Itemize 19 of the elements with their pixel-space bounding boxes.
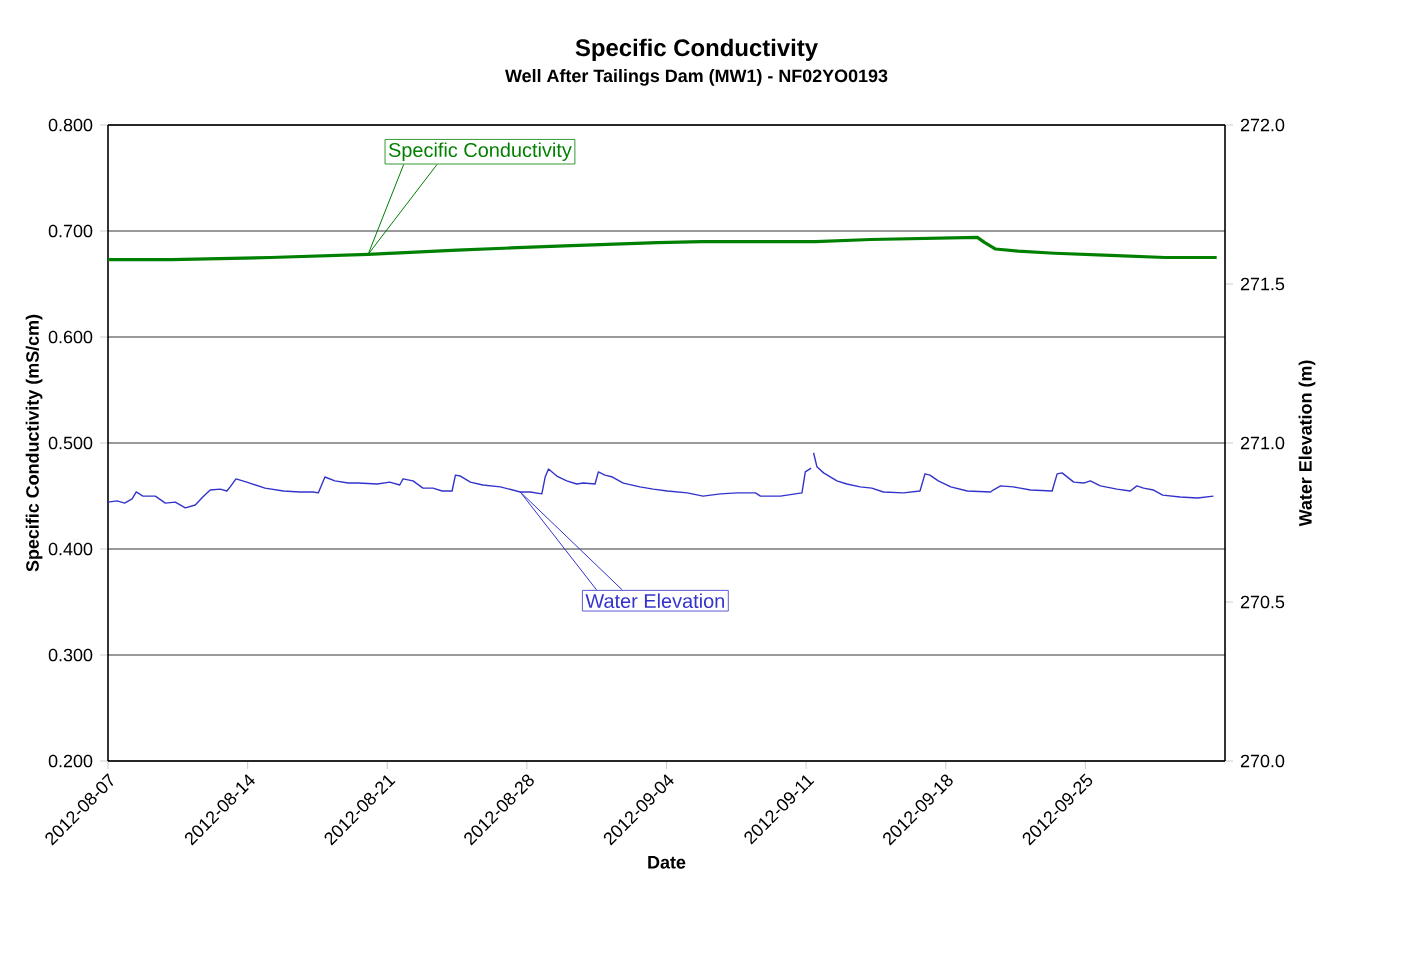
text: Specific Conductivity [388, 142, 572, 161]
y2-tick-label: 271.0 [1240, 436, 1285, 450]
y-tick-label: 0.600 [48, 330, 93, 344]
x-axis-title: Date [648, 856, 686, 869]
y2-tick-label: 272.0 [1240, 118, 1285, 132]
y-tick-label: 0.300 [48, 648, 93, 662]
y-tick-label: 0.400 [48, 542, 93, 556]
y2-tick-label: 270.0 [1240, 754, 1285, 768]
y2-tick-label: 271.5 [1240, 277, 1285, 291]
y-tick-label: 0.200 [48, 754, 93, 768]
y-tick-label: 0.500 [48, 436, 93, 450]
chart-title: Specific Conductivity [575, 38, 818, 61]
chart-subtitle: Well After Tailings Dam (MW1) - NF02YO0193 [505, 68, 888, 86]
y2-axis-title: Water Elevation (m) [1298, 360, 1316, 527]
text: Water Elevation [585, 593, 724, 609]
y-tick-label: 0.700 [48, 224, 93, 238]
y-tick-label: 0.800 [48, 118, 93, 132]
y-axis-title: Specific Conductivity (mS/cm) [25, 314, 43, 572]
y2-tick-label: 270.5 [1240, 595, 1285, 609]
